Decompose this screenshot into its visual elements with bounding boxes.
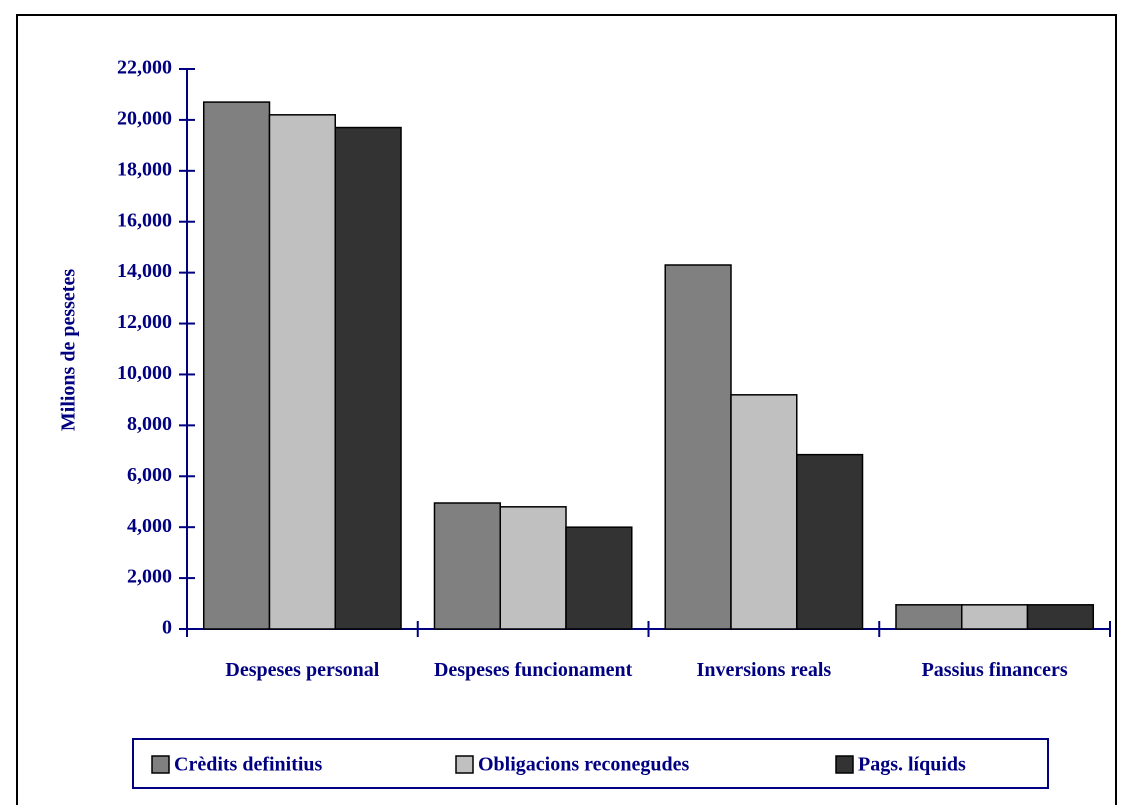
bar	[334, 126, 402, 630]
bar	[895, 604, 963, 630]
y-tick-label: 8,000	[127, 413, 172, 435]
bar	[1026, 604, 1095, 630]
y-tick-label: 18,000	[117, 158, 172, 180]
legend-swatch	[835, 755, 854, 774]
bar	[202, 101, 271, 630]
bar	[730, 394, 798, 630]
y-axis-label: Milions de pessetes	[58, 269, 80, 431]
y-tick-label: 20,000	[117, 108, 172, 130]
bar	[499, 506, 567, 630]
y-tick-label: 2,000	[127, 566, 172, 588]
legend-label: Obligacions reconegudes	[478, 754, 690, 776]
legend-swatch	[455, 755, 474, 774]
bar	[796, 453, 864, 630]
bar	[960, 604, 1029, 630]
legend-box	[132, 738, 1049, 789]
y-tick-label: 0	[162, 617, 172, 639]
y-tick-label: 4,000	[127, 515, 172, 537]
y-tick-label: 12,000	[117, 311, 172, 333]
y-tick-label: 14,000	[117, 260, 172, 282]
y-tick-label: 10,000	[117, 362, 172, 384]
bar	[664, 264, 732, 630]
bar	[268, 114, 337, 630]
chart-border	[16, 14, 1117, 805]
legend-swatch	[151, 755, 170, 774]
bar	[565, 526, 633, 630]
x-tick-label: Inversions reals	[696, 659, 832, 681]
y-tick-label: 22,000	[117, 57, 172, 79]
legend-label: Pags. líquids	[858, 754, 966, 776]
x-tick-label: Despeses funcionament	[433, 659, 633, 681]
y-tick-label: 6,000	[127, 464, 172, 486]
x-tick-label: Despeses personal	[225, 659, 380, 681]
bar	[433, 502, 501, 630]
legend-label: Crèdits definitius	[174, 754, 323, 776]
x-tick-label: Passius financers	[921, 659, 1068, 681]
y-tick-label: 16,000	[117, 209, 172, 231]
